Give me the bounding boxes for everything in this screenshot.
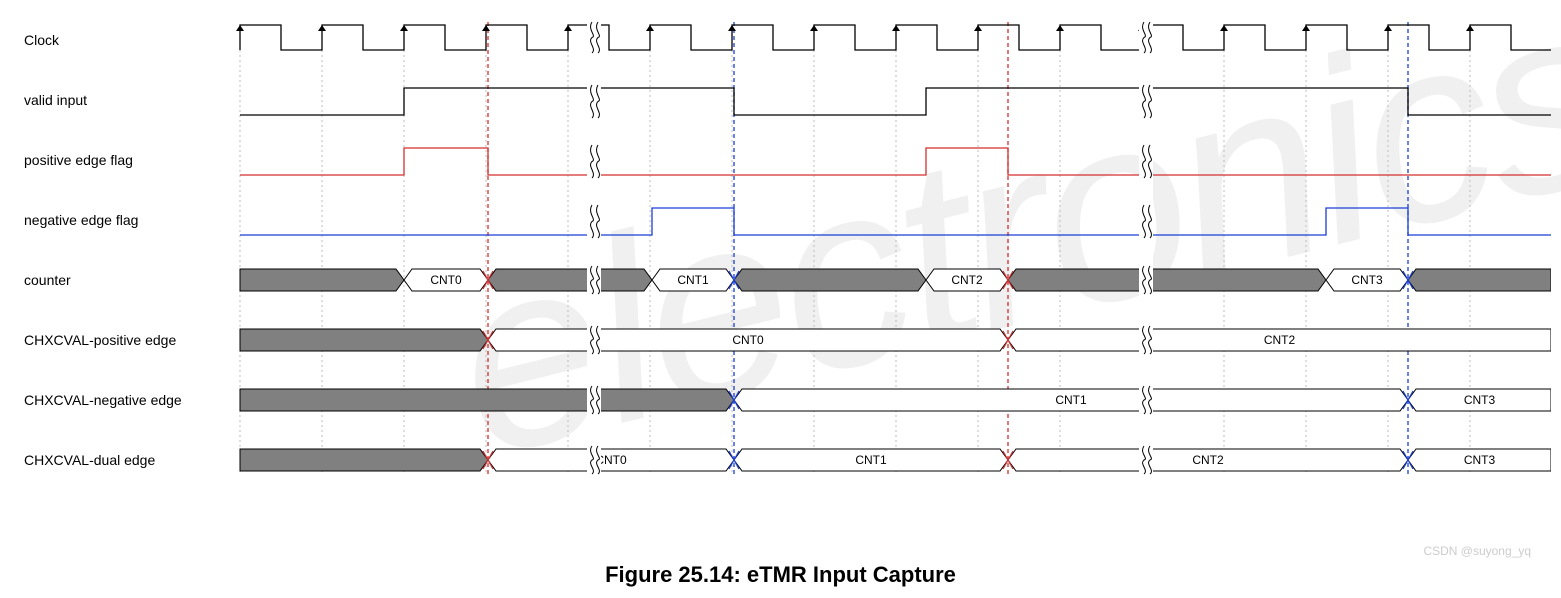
svg-text:CNT3: CNT3 xyxy=(1351,273,1383,287)
svg-text:CNT2: CNT2 xyxy=(1192,453,1224,467)
svg-text:CNT2: CNT2 xyxy=(1264,333,1296,347)
svg-text:CNT0: CNT0 xyxy=(430,273,462,287)
svg-text:CNT0: CNT0 xyxy=(732,333,764,347)
svg-text:CNT1: CNT1 xyxy=(855,453,887,467)
svg-text:CNT2: CNT2 xyxy=(951,273,983,287)
timing-diagram: electronics Clockvalid inputpositive edg… xyxy=(10,10,1551,558)
timing-svg: CNT0CNT1CNT2CNT3CNT0CNT2CNT1CNT3CNT0CNT1… xyxy=(10,10,1551,558)
svg-text:CNT3: CNT3 xyxy=(1464,453,1496,467)
svg-text:CNT3: CNT3 xyxy=(1464,393,1496,407)
figure-caption: Figure 25.14: eTMR Input Capture xyxy=(10,562,1551,588)
svg-text:CNT1: CNT1 xyxy=(677,273,709,287)
credit-text: CSDN @suyong_yq xyxy=(1423,544,1531,558)
svg-text:CNT1: CNT1 xyxy=(1055,393,1087,407)
